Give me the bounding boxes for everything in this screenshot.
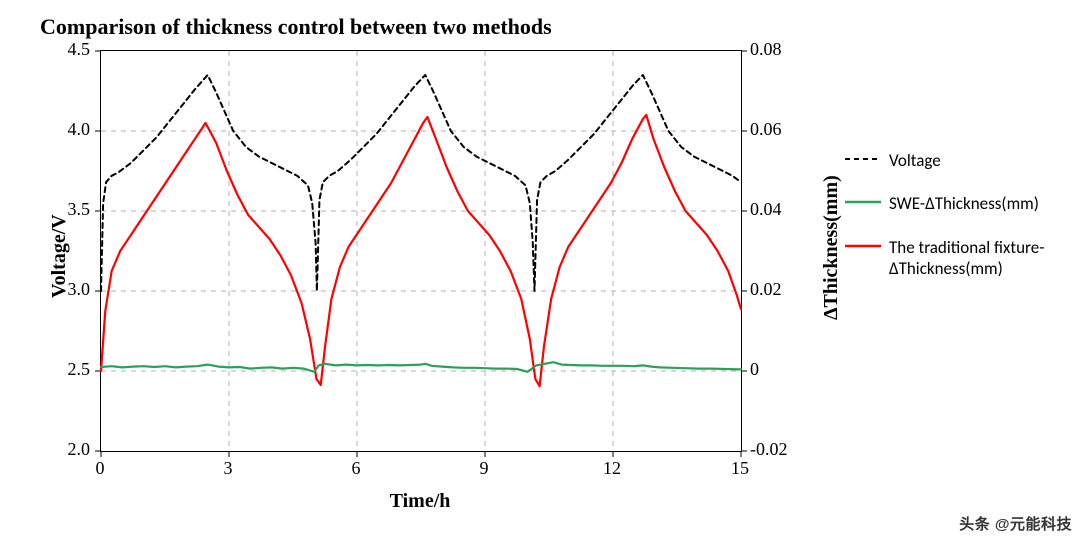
legend: Voltage SWE-ΔThickness(mm) The tradition… (845, 150, 1069, 301)
legend-item-voltage: Voltage (845, 150, 1069, 171)
yright-tick-label: -0.02 (750, 439, 810, 460)
yright-tick-label: 0.08 (750, 39, 810, 60)
yleft-tick-label: 2.0 (50, 439, 90, 460)
yright-tick-label: 0.06 (750, 119, 810, 140)
x-tick-label: 3 (224, 458, 233, 479)
yleft-tick-label: 3.5 (50, 199, 90, 220)
chart-title: Comparison of thickness control between … (40, 14, 552, 40)
legend-swatch-swe (845, 193, 881, 211)
x-tick-label: 9 (480, 458, 489, 479)
chart-container: Comparison of thickness control between … (0, 0, 1080, 540)
legend-label-voltage: Voltage (889, 150, 941, 171)
plot-area (100, 50, 742, 452)
yleft-tick-label: 3.0 (50, 279, 90, 300)
legend-label-traditional: The traditional fixture-ΔThickness(mm) (889, 237, 1069, 280)
y-right-axis-label: ΔThickness(mm) (820, 175, 843, 320)
yright-tick-label: 0 (750, 359, 810, 380)
yleft-tick-label: 2.5 (50, 359, 90, 380)
plot-svg (101, 51, 741, 451)
yright-tick-label: 0.02 (750, 279, 810, 300)
x-tick-label: 6 (352, 458, 361, 479)
legend-item-swe: SWE-ΔThickness(mm) (845, 193, 1069, 214)
legend-label-swe: SWE-ΔThickness(mm) (889, 193, 1039, 214)
legend-swatch-traditional (845, 237, 881, 255)
yleft-tick-label: 4.0 (50, 119, 90, 140)
x-tick-label: 0 (96, 458, 105, 479)
x-tick-label: 12 (603, 458, 621, 479)
legend-item-traditional: The traditional fixture-ΔThickness(mm) (845, 237, 1069, 280)
x-axis-label: Time/h (390, 490, 451, 513)
yleft-tick-label: 4.5 (50, 39, 90, 60)
legend-swatch-voltage (845, 150, 881, 168)
x-tick-label: 15 (731, 458, 749, 479)
watermark: 头条 @元能科技 (959, 513, 1072, 534)
yright-tick-label: 0.04 (750, 199, 810, 220)
